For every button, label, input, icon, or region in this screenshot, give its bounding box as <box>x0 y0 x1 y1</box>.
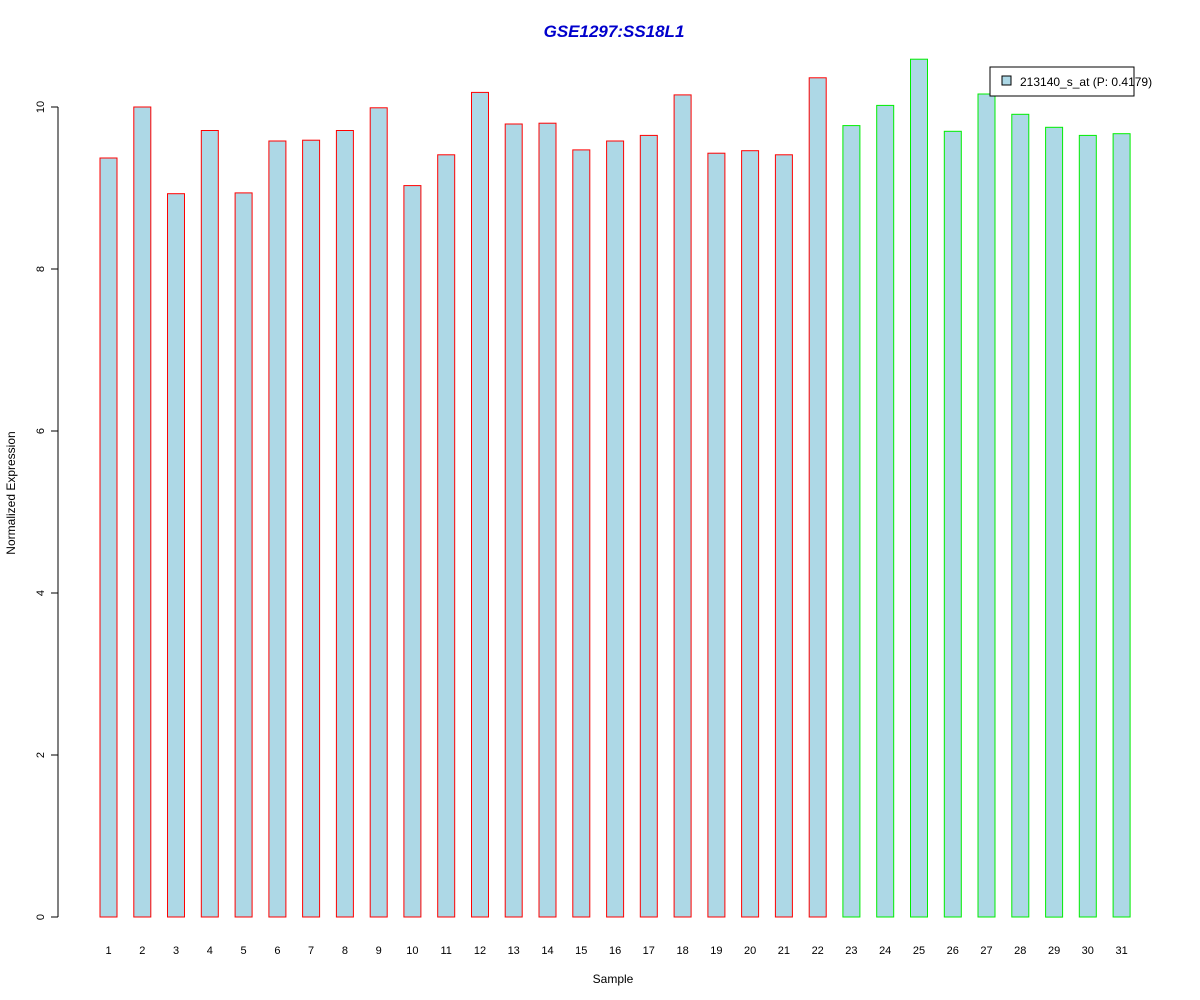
x-tick-label: 23 <box>845 945 857 957</box>
x-tick-label: 31 <box>1115 945 1127 957</box>
x-tick-label: 1 <box>105 945 111 957</box>
bar-sample-4 <box>200 130 219 918</box>
y-axis: 0 2 4 6 8 10 <box>35 101 59 920</box>
bar-sample-10 <box>403 185 422 918</box>
bar-sample-3 <box>167 193 185 918</box>
x-tick-label: 18 <box>676 945 688 957</box>
bar-sample-12 <box>471 91 489 918</box>
bar-sample-28 <box>1011 113 1030 918</box>
bar-sample-13 <box>504 123 523 918</box>
x-tick-label: 21 <box>778 945 790 957</box>
bar-sample-9 <box>369 107 388 918</box>
bars-group <box>99 58 1131 918</box>
y-tick-label: 10 <box>35 101 47 113</box>
bar-sample-5 <box>234 192 253 918</box>
bar-sample-31 <box>1112 133 1131 918</box>
x-tick-label: 25 <box>913 945 925 957</box>
x-tick-label: 7 <box>308 945 314 957</box>
bar-sample-24 <box>876 104 895 918</box>
x-tick-label: 9 <box>376 945 382 957</box>
x-tick-label: 26 <box>947 945 959 957</box>
x-tick-label: 30 <box>1082 945 1094 957</box>
x-tick-label: 22 <box>812 945 824 957</box>
bar-sample-15 <box>572 149 591 918</box>
bar-sample-16 <box>606 140 625 918</box>
legend-label: 213140_s_at (P: 0.4179) <box>1020 75 1152 89</box>
bar-sample-29 <box>1045 126 1064 918</box>
x-tick-labels: 1 2 3 4 5 6 7 8 9 10 11 12 13 14 15 16 17 18 19 20 21 22 23 24 2… <box>105 945 1127 957</box>
bar-sample-20 <box>741 150 760 918</box>
chart-title: GSE1297:SS18L1 <box>544 22 685 41</box>
bar-sample-18 <box>673 94 692 918</box>
y-tick-label: 8 <box>35 266 47 272</box>
bar-sample-14 <box>538 122 557 918</box>
x-tick-label: 3 <box>173 945 179 957</box>
x-tick-label: 17 <box>643 945 655 957</box>
bar-sample-30 <box>1078 134 1097 918</box>
x-tick-label: 5 <box>241 945 247 957</box>
bar-sample-19 <box>707 152 726 918</box>
bar-sample-2 <box>133 106 152 918</box>
y-tick-label: 2 <box>35 752 47 758</box>
x-tick-label: 16 <box>609 945 621 957</box>
x-tick-label: 4 <box>207 945 213 957</box>
bar-sample-17 <box>639 134 658 918</box>
bar-sample-8 <box>335 130 354 918</box>
bar-sample-21 <box>774 154 793 918</box>
x-tick-label: 29 <box>1048 945 1060 957</box>
x-tick-label: 13 <box>508 945 520 957</box>
bar-sample-22 <box>808 77 827 918</box>
x-tick-label: 14 <box>541 945 553 957</box>
y-tick-label: 0 <box>35 914 47 920</box>
y-tick-label: 4 <box>35 590 47 596</box>
x-tick-label: 2 <box>139 945 145 957</box>
x-tick-label: 15 <box>575 945 587 957</box>
legend-swatch <box>1001 75 1012 86</box>
y-axis-label: Normalized Expression <box>4 431 18 554</box>
x-tick-label: 28 <box>1014 945 1026 957</box>
bar-sample-27 <box>977 93 996 918</box>
legend: 213140_s_at (P: 0.4179) <box>989 66 1152 97</box>
bar-sample-25 <box>910 58 928 918</box>
bar-sample-26 <box>943 130 962 918</box>
x-tick-label: 12 <box>474 945 486 957</box>
x-tick-label: 11 <box>440 945 451 957</box>
x-tick-label: 8 <box>342 945 348 957</box>
x-tick-label: 24 <box>879 945 891 957</box>
bar-sample-11 <box>437 154 456 918</box>
bar-sample-6 <box>268 140 287 918</box>
x-tick-label: 20 <box>744 945 756 957</box>
y-tick-label: 6 <box>35 428 47 434</box>
bar-sample-23 <box>842 125 861 918</box>
x-tick-label: 10 <box>406 945 418 957</box>
x-axis-label: Sample <box>593 972 634 986</box>
x-tick-label: 19 <box>710 945 722 957</box>
legend-box <box>989 66 1135 97</box>
x-tick-label: 27 <box>980 945 992 957</box>
bar-sample-1 <box>99 157 118 918</box>
bar-sample-7 <box>302 139 321 918</box>
x-tick-label: 6 <box>274 945 280 957</box>
